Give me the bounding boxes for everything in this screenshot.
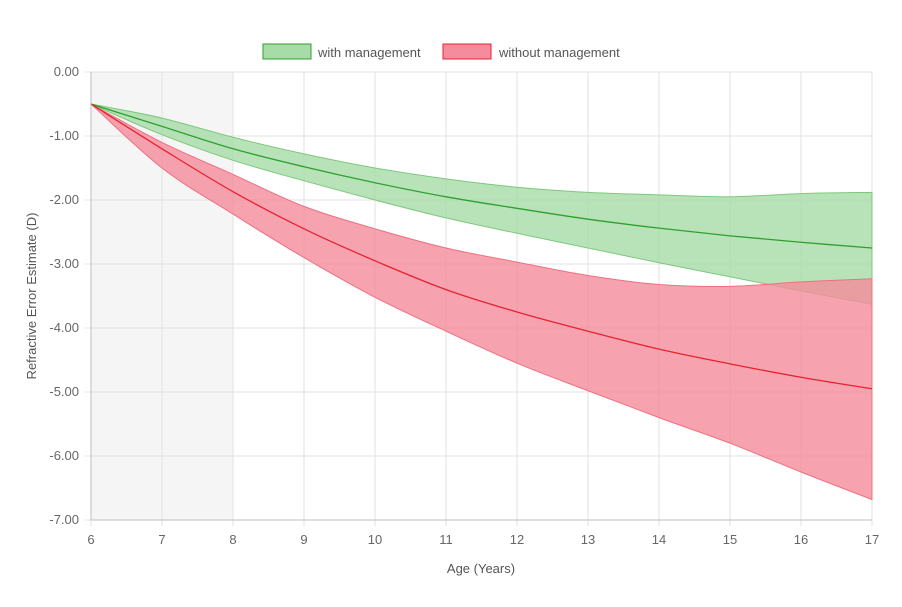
- y-tick-label: -4.00: [49, 320, 79, 335]
- x-tick-label: 16: [794, 532, 808, 547]
- axes: [90, 72, 872, 521]
- y-tick-label: -2.00: [49, 192, 79, 207]
- line-with-management: [90, 103, 873, 249]
- y-tick-labels: 0.00 -1.00 -2.00 -3.00 -4.00 -5.00 -6.00 -7.00: [49, 64, 79, 527]
- legend-label-without-management: without management: [498, 45, 620, 60]
- x-tick-label: 6: [87, 532, 94, 547]
- x-tick-label: 14: [652, 532, 666, 547]
- x-tick-label: 7: [158, 532, 165, 547]
- y-tick-label: -7.00: [49, 512, 79, 527]
- legend-item-without-management[interactable]: without management: [442, 43, 620, 60]
- x-tick-label: 10: [368, 532, 382, 547]
- y-tick-label: -6.00: [49, 448, 79, 463]
- legend-label-with-management: with management: [317, 45, 421, 60]
- mean-lines: [90, 103, 873, 390]
- x-tick-label: 17: [865, 532, 879, 547]
- x-tick-label: 13: [581, 532, 595, 547]
- legend: with management without management: [262, 43, 620, 60]
- band-with-management: [90, 103, 873, 305]
- x-tick-label: 8: [229, 532, 236, 547]
- x-tick-label: 12: [510, 532, 524, 547]
- y-tick-label: -1.00: [49, 128, 79, 143]
- legend-swatch-with-management: [262, 43, 312, 60]
- x-tick-label: 11: [439, 532, 453, 547]
- line-without-management: [90, 103, 873, 390]
- legend-item-with-management[interactable]: with management: [262, 43, 421, 60]
- y-tick-label: -3.00: [49, 256, 79, 271]
- x-axis-label: Age (Years): [447, 561, 515, 576]
- legend-swatch-without-management: [442, 43, 492, 60]
- y-tick-label: -5.00: [49, 384, 79, 399]
- y-axis-label: Refractive Error Estimate (D): [24, 213, 39, 380]
- x-tick-labels: 6 7 8 9 10 11 12 13 14 15 16 17: [87, 532, 879, 547]
- x-tick-label: 15: [723, 532, 737, 547]
- x-tick-label: 9: [300, 532, 307, 547]
- y-tick-label: 0.00: [54, 64, 79, 79]
